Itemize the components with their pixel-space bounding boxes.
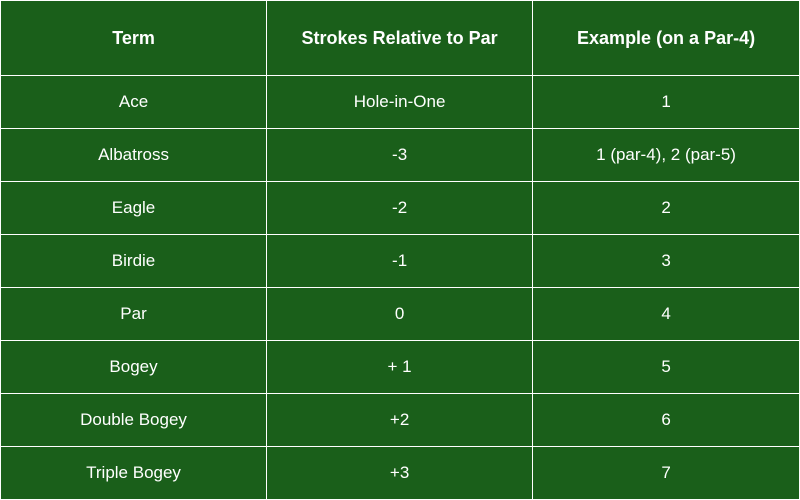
- cell-example: 3: [533, 235, 800, 288]
- header-relative: Strokes Relative to Par: [267, 1, 533, 76]
- cell-example: 2: [533, 182, 800, 235]
- cell-example: 5: [533, 341, 800, 394]
- header-example: Example (on a Par-4): [533, 1, 800, 76]
- cell-relative: -3: [267, 129, 533, 182]
- table-row: Par 0 4: [1, 288, 800, 341]
- golf-scoring-table: Term Strokes Relative to Par Example (on…: [0, 0, 800, 500]
- cell-term: Double Bogey: [1, 394, 267, 447]
- table-row: Birdie -1 3: [1, 235, 800, 288]
- cell-relative: Hole-in-One: [267, 76, 533, 129]
- cell-term: Birdie: [1, 235, 267, 288]
- header-term: Term: [1, 1, 267, 76]
- cell-relative: +2: [267, 394, 533, 447]
- table-body: Ace Hole-in-One 1 Albatross -3 1 (par-4)…: [1, 76, 800, 500]
- cell-relative: -2: [267, 182, 533, 235]
- table-row: Eagle -2 2: [1, 182, 800, 235]
- cell-example: 4: [533, 288, 800, 341]
- cell-example: 6: [533, 394, 800, 447]
- cell-example: 1 (par-4), 2 (par-5): [533, 129, 800, 182]
- table-row: Double Bogey +2 6: [1, 394, 800, 447]
- cell-relative: + 1: [267, 341, 533, 394]
- cell-example: 1: [533, 76, 800, 129]
- cell-term: Par: [1, 288, 267, 341]
- cell-relative: -1: [267, 235, 533, 288]
- table-row: Bogey + 1 5: [1, 341, 800, 394]
- cell-term: Triple Bogey: [1, 447, 267, 500]
- cell-relative: 0: [267, 288, 533, 341]
- cell-term: Eagle: [1, 182, 267, 235]
- table-row: Albatross -3 1 (par-4), 2 (par-5): [1, 129, 800, 182]
- cell-term: Ace: [1, 76, 267, 129]
- cell-example: 7: [533, 447, 800, 500]
- cell-term: Albatross: [1, 129, 267, 182]
- table-row: Triple Bogey +3 7: [1, 447, 800, 500]
- cell-relative: +3: [267, 447, 533, 500]
- cell-term: Bogey: [1, 341, 267, 394]
- table-row: Ace Hole-in-One 1: [1, 76, 800, 129]
- table-header-row: Term Strokes Relative to Par Example (on…: [1, 1, 800, 76]
